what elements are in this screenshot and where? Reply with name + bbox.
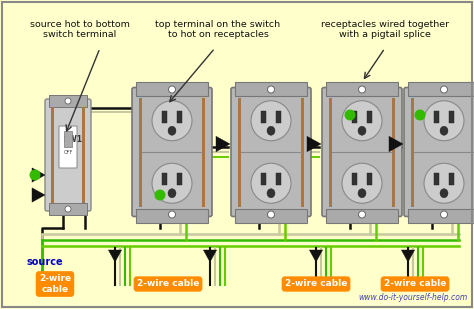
FancyBboxPatch shape [132,87,212,217]
Bar [162,111,167,123]
Circle shape [440,86,447,93]
Circle shape [251,101,291,141]
Circle shape [155,189,165,201]
Bar [202,98,205,206]
Bar [449,173,454,185]
Bar [329,98,332,206]
Circle shape [345,109,356,121]
Bar [367,173,372,185]
Circle shape [168,86,175,93]
Ellipse shape [358,189,366,198]
Bar [235,82,307,95]
Polygon shape [109,250,122,262]
Text: source hot to bottom
switch terminal: source hot to bottom switch terminal [30,20,130,40]
Ellipse shape [267,189,275,198]
Bar [352,111,357,123]
FancyBboxPatch shape [45,99,91,211]
Circle shape [342,101,382,141]
Bar [261,173,266,185]
Bar [139,98,142,206]
Text: www.do-it-yourself-help.com: www.do-it-yourself-help.com [359,293,468,302]
Circle shape [424,163,464,203]
Polygon shape [401,250,415,262]
Circle shape [440,211,447,218]
Polygon shape [216,136,230,152]
Bar [136,209,208,222]
Ellipse shape [440,126,448,135]
Circle shape [29,170,40,180]
Circle shape [267,211,274,218]
Text: receptacles wired together
with a pigtail splice: receptacles wired together with a pigtai… [321,20,449,40]
Bar [449,111,454,123]
Bar [235,209,307,222]
FancyBboxPatch shape [404,87,474,217]
Circle shape [168,211,175,218]
Bar [177,111,182,123]
Bar [326,209,398,222]
Circle shape [251,163,291,203]
Bar [434,173,439,185]
Text: top terminal on the switch
to hot on receptacles: top terminal on the switch to hot on rec… [155,20,281,40]
Polygon shape [32,168,45,182]
Bar [367,111,372,123]
Bar [177,173,182,185]
Circle shape [65,98,71,104]
Polygon shape [32,188,45,202]
Bar [326,82,398,95]
Ellipse shape [358,126,366,135]
Ellipse shape [267,126,275,135]
Bar [238,98,241,206]
Polygon shape [389,136,403,152]
Circle shape [358,211,365,218]
Circle shape [358,86,365,93]
Bar [301,98,304,206]
Text: 2-wire cable: 2-wire cable [285,280,347,289]
Circle shape [414,109,426,121]
Ellipse shape [440,189,448,198]
FancyBboxPatch shape [231,87,311,217]
Bar [392,98,395,206]
Bar [162,173,167,185]
Bar [64,131,72,147]
Polygon shape [203,250,217,262]
Circle shape [342,163,382,203]
Polygon shape [307,136,321,152]
Text: source: source [27,257,64,267]
Bar [408,82,474,95]
Text: 2-wire cable: 2-wire cable [137,280,199,289]
Bar [51,107,54,203]
Text: 2-wire cable: 2-wire cable [384,280,446,289]
Text: OFF: OFF [64,150,73,155]
Bar [276,173,281,185]
Bar [261,111,266,123]
Bar [352,173,357,185]
Bar [276,111,281,123]
Ellipse shape [168,189,176,198]
Bar [49,95,87,107]
Ellipse shape [168,126,176,135]
Circle shape [424,101,464,141]
Bar [82,107,85,203]
Bar [136,82,208,95]
Text: 2-wire
cable: 2-wire cable [39,274,71,294]
Circle shape [267,86,274,93]
Circle shape [65,206,71,212]
Text: SW1: SW1 [64,136,82,145]
Bar [411,98,414,206]
FancyBboxPatch shape [59,126,77,168]
Circle shape [152,101,192,141]
Bar [408,209,474,222]
Polygon shape [310,250,323,262]
Bar [49,203,87,215]
Circle shape [152,163,192,203]
FancyBboxPatch shape [322,87,402,217]
Bar [434,111,439,123]
